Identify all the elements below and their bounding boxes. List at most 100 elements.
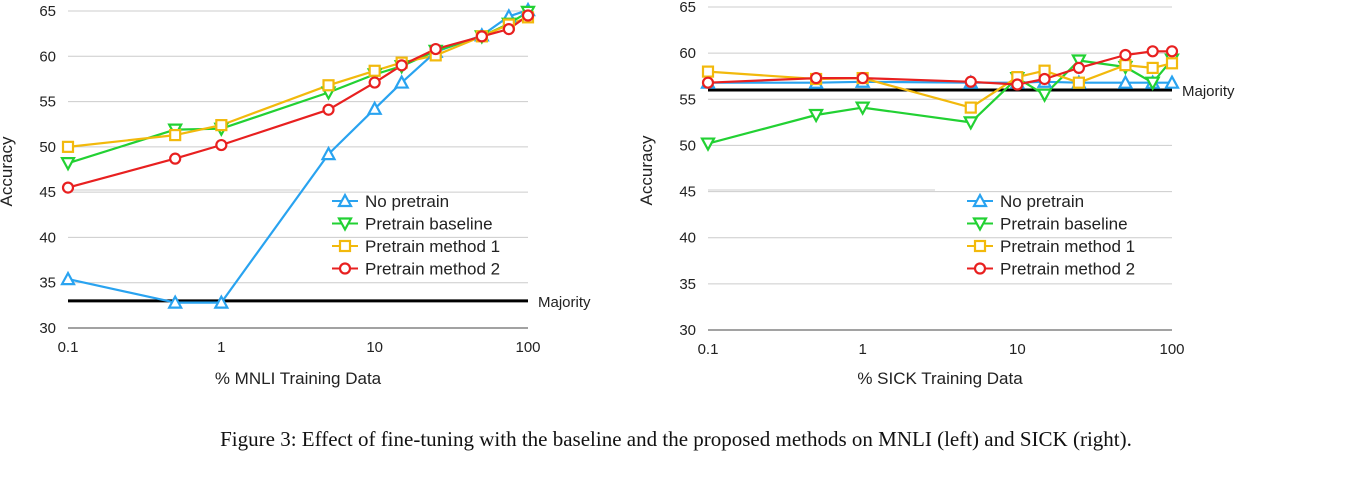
data-point <box>368 76 381 89</box>
y-tick-label: 45 <box>39 184 56 201</box>
y-tick-label: 60 <box>39 48 56 65</box>
y-tick-label: 40 <box>39 229 56 246</box>
y-tick-label: 60 <box>679 45 696 62</box>
data-point <box>60 157 76 172</box>
data-point <box>1036 88 1053 103</box>
y-tick-label: 65 <box>39 3 56 20</box>
x-tick-label: 1 <box>858 341 866 358</box>
data-point <box>1165 45 1179 58</box>
data-point <box>1072 76 1085 89</box>
data-point <box>475 30 488 43</box>
data-point <box>521 9 535 22</box>
data-point <box>1146 61 1159 75</box>
y-tick-label: 30 <box>39 320 56 337</box>
series-line <box>707 50 1172 86</box>
data-point <box>810 71 823 85</box>
data-point <box>1165 57 1179 70</box>
majority-label: Majority <box>1182 83 1235 100</box>
legend-marker <box>972 217 988 232</box>
mnli-chart: 30 35 40 45 50 55 60 65 0.1 1 10 100 % MNLI Training… <box>0 1 591 388</box>
data-point <box>701 65 715 78</box>
x-tick-label: 100 <box>1159 341 1184 358</box>
legend-marker <box>973 262 987 275</box>
majority-label: Majority <box>538 294 591 311</box>
legend-label: Pretrain method 2 <box>365 260 500 279</box>
legend-marker <box>338 239 352 253</box>
data-point <box>320 145 337 161</box>
x-tick-label: 10 <box>366 339 383 356</box>
data-point <box>1011 78 1024 91</box>
data-point <box>962 116 979 131</box>
data-point <box>856 71 869 85</box>
y-tick-label: 55 <box>39 94 56 111</box>
x-tick-label: 0.1 <box>698 341 719 358</box>
legend-label: Pretrain method 1 <box>365 237 500 256</box>
legend-marker <box>338 262 352 275</box>
y-tick-label: 65 <box>679 0 696 16</box>
data-point <box>1072 61 1085 75</box>
series-line <box>708 80 1172 84</box>
data-point <box>1146 45 1159 58</box>
legend-label: Pretrain baseline <box>365 215 493 234</box>
data-point <box>1164 74 1180 89</box>
data-point <box>701 76 715 89</box>
legend-label: Pretrain method 2 <box>1000 260 1135 279</box>
x-axis-label: % MNLI Training Data <box>215 369 382 388</box>
y-tick-label: 35 <box>39 275 56 292</box>
data-point <box>61 181 75 194</box>
data-point <box>1119 48 1132 62</box>
y-tick-label: 45 <box>679 184 696 201</box>
data-point <box>215 138 228 152</box>
data-point <box>61 140 75 153</box>
data-point <box>215 119 228 132</box>
legend-label: Pretrain baseline <box>1000 215 1128 234</box>
data-point <box>1119 59 1132 72</box>
data-point <box>366 100 383 115</box>
data-point <box>213 294 230 309</box>
legend-marker <box>337 192 353 208</box>
y-tick-label: 40 <box>679 230 696 247</box>
y-tick-label: 50 <box>39 139 56 156</box>
legend-label: No pretrain <box>365 192 449 211</box>
data-point <box>322 79 335 92</box>
data-point <box>169 128 182 142</box>
legend-marker <box>973 239 987 253</box>
legend-label: No pretrain <box>1000 192 1084 211</box>
series-line <box>67 10 529 165</box>
legend-label: Pretrain method 1 <box>1000 237 1135 256</box>
data-point <box>60 270 76 286</box>
x-axis-label: % SICK Training Data <box>857 369 1023 388</box>
data-point <box>854 101 871 116</box>
legend-marker <box>337 217 353 232</box>
data-point <box>169 152 182 165</box>
x-tick-label: 1 <box>217 339 225 356</box>
y-tick-label: 30 <box>679 322 696 339</box>
data-point <box>322 103 335 116</box>
data-point <box>502 23 515 36</box>
figure: 30 35 40 45 50 55 60 65 0.1 1 10 100 % MNLI Training… <box>0 0 1235 388</box>
data-point <box>700 137 716 152</box>
data-point <box>368 64 381 77</box>
data-point <box>964 101 977 114</box>
data-point <box>429 42 442 56</box>
y-axis-label: Accuracy <box>0 136 16 206</box>
series-line <box>67 9 529 304</box>
series-line <box>707 62 1173 109</box>
data-point <box>395 59 408 72</box>
y-tick-label: 55 <box>679 91 696 108</box>
data-point <box>393 74 410 89</box>
sick-chart: 30 35 40 45 50 55 60 65 0.1 1 10 100 % SICK Training… <box>637 0 1235 388</box>
figure-caption: Figure 3: Effect of fine-tuning with the… <box>220 427 1132 451</box>
x-tick-label: 0.1 <box>58 339 79 356</box>
x-tick-label: 10 <box>1009 341 1026 358</box>
x-tick-label: 100 <box>515 339 540 356</box>
series-line <box>67 14 529 189</box>
series-line <box>67 16 529 148</box>
data-point <box>1117 74 1134 89</box>
data-point <box>964 75 977 88</box>
y-tick-label: 50 <box>679 137 696 154</box>
series-line <box>707 58 1173 145</box>
y-axis-label: Accuracy <box>637 135 656 205</box>
data-point <box>808 108 824 124</box>
data-point <box>1144 76 1161 91</box>
